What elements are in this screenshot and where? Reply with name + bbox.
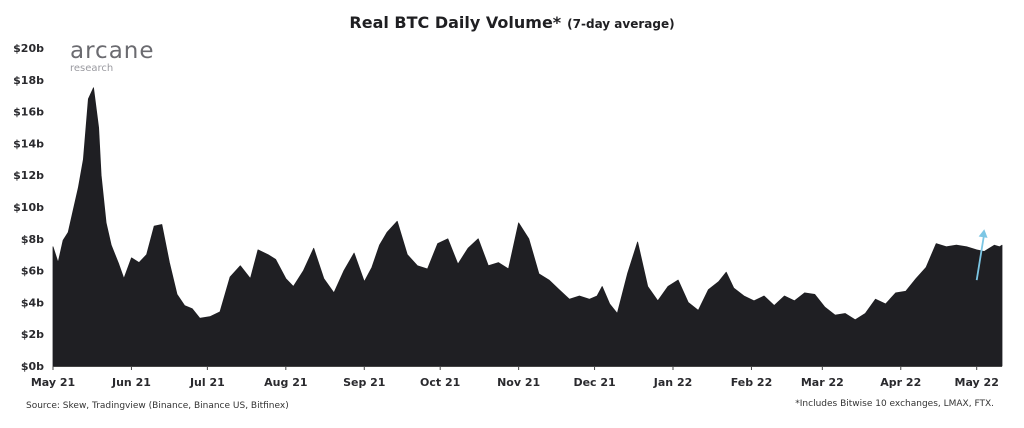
x-tick-label: Nov 21 — [497, 376, 540, 389]
x-tick-label: Jun 21 — [111, 376, 151, 389]
x-tick-label: Apr 22 — [880, 376, 921, 389]
plot-area — [52, 87, 1003, 367]
arrow-annotation-head — [978, 229, 988, 238]
y-tick-label: $2b — [21, 328, 44, 341]
logo-subtext: research — [70, 63, 113, 74]
x-tick-label: Sep 21 — [343, 376, 385, 389]
y-tick-label: $18b — [13, 74, 44, 87]
arrow-annotation-line — [975, 233, 986, 281]
x-tick-label: Oct 21 — [420, 376, 460, 389]
y-tick-label: $0b — [21, 360, 44, 373]
y-tick-label: $8b — [21, 233, 44, 246]
logo: arcane research — [70, 38, 155, 74]
logo-wordmark: arcane — [70, 38, 155, 64]
y-tick-label: $4b — [21, 296, 44, 309]
y-tick-label: $10b — [13, 201, 44, 214]
y-tick-label: $14b — [13, 137, 44, 150]
y-tick-label: $12b — [13, 169, 44, 182]
y-tick-label: $6b — [21, 265, 44, 278]
chart-subtitle: (7-day average) — [567, 17, 674, 31]
x-tick-label: May 22 — [955, 376, 999, 389]
x-tick-label: Mar 22 — [801, 376, 844, 389]
source-note: Source: Skew, Tradingview (Binance, Bina… — [26, 401, 289, 411]
x-tick-label: May 21 — [31, 376, 75, 389]
volume-area-series — [52, 87, 1003, 367]
y-tick-label: $16b — [13, 106, 44, 119]
footnote: *Includes Bitwise 10 exchanges, LMAX, FT… — [795, 399, 994, 409]
y-tick-label: $20b — [13, 42, 44, 55]
x-tick-label: Jul 21 — [189, 376, 225, 389]
x-tick-label: Jan 22 — [653, 376, 692, 389]
chart-title: Real BTC Daily Volume* — [349, 13, 561, 32]
x-axis: May 21 Jun 21 Jul 21 Aug 21 Sep 21 Oct 21 Nov … — [31, 366, 1002, 389]
x-tick-label: Feb 22 — [731, 376, 773, 389]
x-tick-label: Dec 21 — [573, 376, 615, 389]
y-axis: $0b $2b $4b $6b $8b $10b $12b $14b $16b $18b $20b — [13, 42, 44, 373]
x-tick-label: Aug 21 — [264, 376, 307, 389]
